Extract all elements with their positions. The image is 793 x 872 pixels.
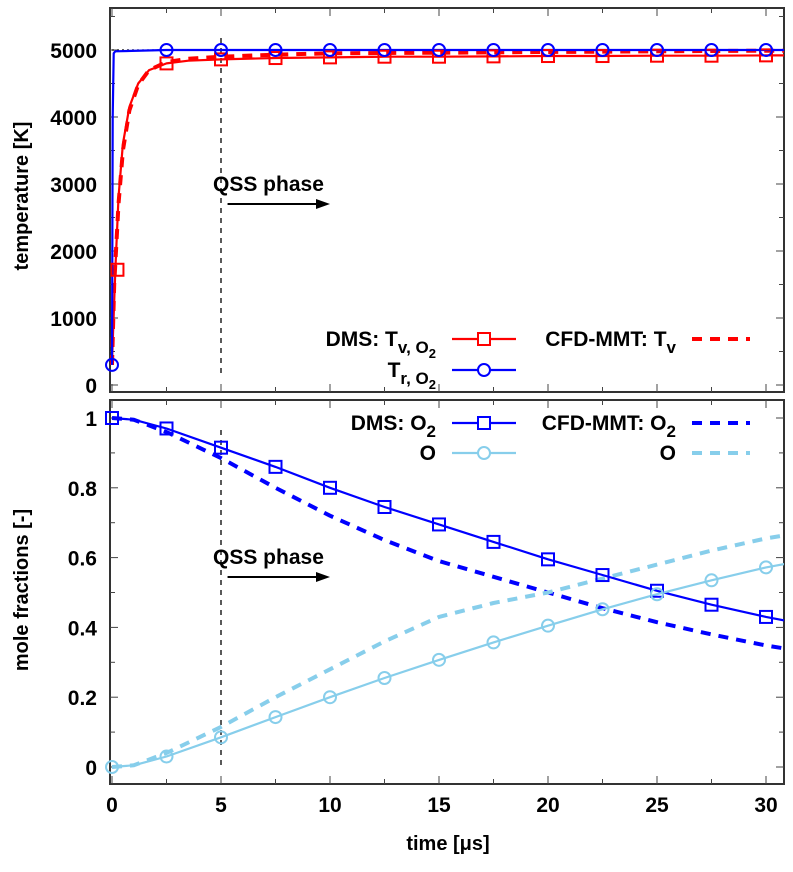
series-line (110, 54, 784, 362)
circle-marker (377, 43, 392, 57)
series-line (111, 416, 784, 651)
y-tick-label: 0.8 (68, 478, 98, 501)
x-tick-label: 30 (754, 794, 777, 817)
x-tick-label: 5 (215, 794, 227, 817)
circle-marker (159, 43, 174, 57)
plot-frame (109, 7, 785, 393)
legend-label: O (660, 442, 676, 465)
arrow-head-icon (316, 572, 330, 582)
arrow-head-icon (316, 199, 330, 209)
legend-label: O (420, 442, 436, 465)
y-tick-label: 5000 (50, 40, 97, 63)
square-marker (377, 49, 392, 64)
square-marker (650, 48, 664, 63)
y-tick-label: 1 (85, 408, 97, 431)
legend-label: Tr, O2 (388, 359, 436, 392)
circle-marker (214, 43, 228, 57)
circle-marker (704, 573, 719, 588)
square-marker (377, 499, 392, 514)
y-tick-label: 2000 (50, 241, 97, 264)
square-marker (159, 56, 174, 71)
x-tick-label: 25 (645, 794, 669, 817)
legend-label: CFD-MMT: O2 (542, 412, 676, 441)
y-tick-label: 0.4 (68, 617, 98, 640)
legend-label: DMS: Tv, O2 (326, 328, 436, 361)
circle-marker (759, 43, 773, 57)
square-marker (214, 52, 228, 67)
x-axis-label: time [μs] (406, 833, 489, 855)
x-tick-label: 0 (106, 794, 118, 817)
square-marker (268, 51, 283, 66)
square-marker (486, 49, 501, 64)
circle-marker (432, 652, 446, 667)
square-marker (323, 50, 337, 65)
circle-marker (541, 618, 555, 633)
series-line (111, 533, 784, 769)
circle-marker (595, 43, 610, 57)
x-tick-label: 10 (318, 794, 341, 817)
y-tick-label: 0 (85, 375, 97, 398)
circle-marker (323, 690, 337, 705)
square-marker (110, 262, 125, 277)
x-tick-label: 15 (427, 794, 451, 817)
square-marker (541, 49, 555, 64)
square-marker (704, 48, 719, 63)
circle-marker (105, 357, 119, 372)
qss-phase-label: QSS phase (213, 173, 324, 196)
circle-marker (268, 43, 283, 57)
circle-marker (486, 635, 501, 650)
square-marker (759, 609, 773, 624)
temperature-panel: 0 1000 2000 3000 4000 5000 QSS phase DMS: Tv, O… (50, 7, 785, 398)
square-marker (595, 49, 610, 64)
plot-frame (109, 399, 785, 785)
series-line (110, 48, 784, 365)
square-marker (759, 48, 773, 63)
circle-marker (377, 671, 392, 686)
circle-marker (650, 43, 664, 57)
circle-marker (486, 43, 501, 57)
square-marker (486, 534, 501, 549)
y-tick-label: 1000 (50, 308, 97, 331)
circle-marker (268, 710, 283, 725)
circle-marker (323, 43, 337, 57)
legend-label: DMS: O2 (351, 412, 436, 441)
square-marker (432, 49, 446, 64)
y-tick-label: 3000 (50, 174, 97, 197)
square-marker (704, 597, 719, 612)
x-tick-label: 20 (536, 794, 559, 817)
square-marker (268, 459, 283, 474)
square-marker (159, 421, 174, 436)
circle-marker (704, 43, 719, 57)
series-line (111, 563, 784, 769)
square-marker (214, 440, 228, 455)
circle-marker (541, 43, 555, 57)
circle-marker (159, 749, 174, 764)
y-tick-label: 0 (85, 757, 97, 780)
square-marker (595, 568, 610, 583)
series-line (111, 416, 784, 622)
circle-marker (214, 730, 228, 745)
y-axis-label-temperature: temperature [K] (11, 122, 33, 271)
circle-marker (105, 760, 119, 774)
square-marker (432, 517, 446, 532)
y-axis-label-mole-fractions: mole fractions [-] (11, 509, 33, 671)
circle-marker (650, 587, 664, 602)
circle-marker (595, 602, 610, 617)
square-marker (323, 480, 337, 495)
square-marker (541, 552, 555, 567)
series-line (110, 48, 784, 365)
circle-marker (432, 43, 446, 57)
y-tick-label: 4000 (50, 107, 97, 130)
y-tick-label: 0.2 (68, 687, 97, 710)
circle-marker (759, 560, 773, 575)
square-marker (105, 411, 119, 425)
y-tick-label: 0.6 (68, 548, 97, 571)
qss-phase-label: QSS phase (213, 546, 324, 569)
legend-label: CFD-MMT: Tv (545, 328, 676, 357)
